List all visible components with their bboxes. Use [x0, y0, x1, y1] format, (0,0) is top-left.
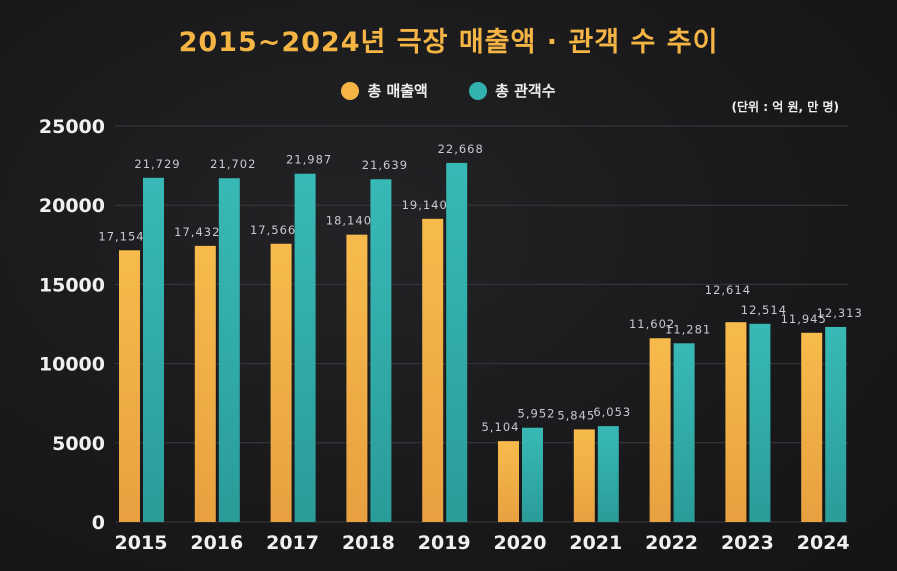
data-label-revenue: 12,614	[705, 283, 751, 297]
bar-revenue	[270, 243, 292, 522]
data-label-revenue: 17,566	[250, 223, 296, 237]
bar-revenue	[801, 332, 823, 522]
bar-revenue	[573, 429, 595, 522]
data-label-audience: 5,952	[518, 407, 556, 421]
legend-swatch-audience	[469, 81, 488, 100]
x-tick-label: 2018	[342, 532, 395, 554]
data-label-audience: 6,053	[593, 405, 631, 419]
bar-audience	[370, 179, 392, 523]
x-tick-label: 2023	[721, 532, 774, 554]
legend-item-revenue: 총 매출액	[341, 80, 428, 101]
x-tick-label: 2017	[266, 532, 319, 554]
data-label-audience: 22,668	[438, 142, 484, 156]
y-tick-label: 10000	[39, 354, 105, 376]
data-label-revenue: 17,154	[98, 229, 144, 243]
y-tick-label: 5000	[52, 433, 105, 455]
data-label-audience: 12,313	[817, 306, 863, 320]
bar-audience	[294, 173, 316, 522]
unit-note: (단위 : 억 원, 만 명)	[731, 100, 839, 114]
data-label-audience: 12,514	[741, 303, 787, 317]
x-tick-label: 2024	[797, 532, 850, 554]
x-tick-label: 2015	[115, 532, 168, 554]
bar-revenue	[498, 441, 519, 522]
data-label-revenue: 11,602	[629, 317, 675, 331]
bar-audience	[522, 427, 543, 522]
legend-label-audience: 총 관객수	[495, 82, 556, 100]
legend-item-audience: 총 관객수	[469, 80, 556, 101]
y-tick-label: 25000	[39, 116, 105, 138]
bar-audience	[446, 162, 468, 522]
bar-audience	[597, 426, 619, 522]
y-tick-label: 15000	[39, 274, 105, 296]
data-label-revenue: 5,845	[557, 408, 595, 422]
data-label-audience: 21,702	[210, 157, 256, 171]
data-label-revenue: 5,104	[482, 420, 520, 434]
data-label-audience: 21,639	[362, 158, 408, 172]
data-label-audience: 11,281	[665, 322, 711, 336]
x-tick-label: 2021	[569, 532, 622, 554]
bar-revenue	[119, 250, 140, 522]
x-tick-label: 2019	[418, 532, 471, 554]
bar-audience	[825, 326, 847, 522]
legend: 총 매출액 총 관객수	[0, 80, 897, 104]
data-label-audience: 21,987	[286, 153, 332, 167]
x-tick-label: 2022	[645, 532, 698, 554]
x-tick-label: 2016	[190, 532, 243, 554]
legend-label-revenue: 총 매출액	[367, 82, 428, 100]
data-label-revenue: 17,432	[174, 225, 220, 239]
chart-title: 2015~2024년 극장 매출액 · 관객 수 추이	[178, 27, 719, 58]
data-label-audience: 21,729	[134, 157, 180, 171]
bar-revenue	[194, 245, 216, 522]
y-tick-label: 20000	[39, 195, 105, 217]
data-label-revenue: 19,140	[402, 198, 448, 212]
bar-audience	[218, 178, 240, 522]
y-tick-label: 0	[92, 512, 105, 534]
x-tick-label: 2020	[494, 532, 547, 554]
legend-swatch-revenue	[341, 81, 360, 100]
bar-revenue	[422, 218, 444, 523]
bar-audience	[673, 343, 695, 522]
bar-audience	[749, 323, 771, 522]
bar-revenue	[346, 234, 368, 522]
bar-revenue	[725, 322, 747, 522]
bar-audience	[143, 177, 164, 523]
data-label-revenue: 11,945	[781, 312, 827, 326]
data-label-revenue: 18,140	[326, 214, 372, 228]
bar-revenue	[649, 338, 671, 522]
